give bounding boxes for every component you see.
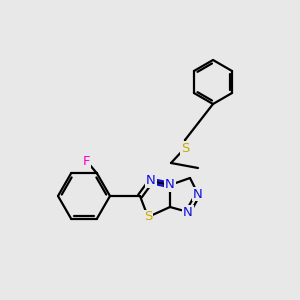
Text: N: N xyxy=(183,206,193,218)
Text: S: S xyxy=(144,211,152,224)
Text: F: F xyxy=(83,155,91,168)
Text: S: S xyxy=(181,142,189,154)
Text: N: N xyxy=(193,188,203,200)
Text: N: N xyxy=(165,178,175,191)
Text: N: N xyxy=(146,175,156,188)
